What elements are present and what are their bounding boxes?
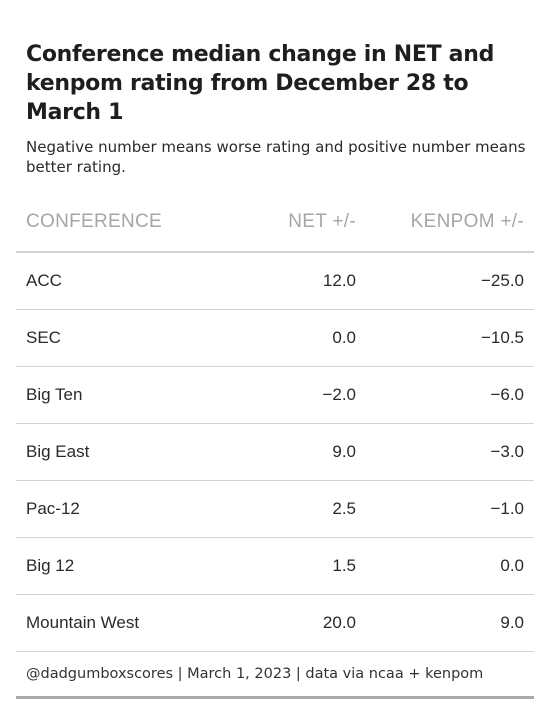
data-table: CONFERENCE NET +/- KENPOM +/- ACC 12.0 −… — [16, 193, 534, 652]
conference-cell: SEC — [16, 309, 227, 367]
net-cell: 20.0 — [227, 594, 356, 652]
kenpom-cell: 9.0 — [356, 594, 534, 652]
table-row: Big East 9.0 −3.0 — [16, 423, 534, 481]
kenpom-cell: −6.0 — [356, 366, 534, 424]
chart-subtitle: Negative number means worse rating and p… — [26, 138, 526, 176]
table-figure: Conference median change in NET and kenp… — [16, 40, 534, 699]
kenpom-cell: −1.0 — [356, 480, 534, 538]
net-cell: 2.5 — [227, 480, 356, 538]
conference-cell: Big 12 — [16, 537, 227, 595]
source-footer: @dadgumboxscores | March 1, 2023 | data … — [16, 652, 534, 699]
net-cell: −2.0 — [227, 366, 356, 424]
table-row: Big 12 1.5 0.0 — [16, 537, 534, 595]
net-cell: 9.0 — [227, 423, 356, 481]
kenpom-cell: 0.0 — [356, 537, 534, 595]
chart-title: Conference median change in NET and kenp… — [26, 42, 495, 125]
header-row: CONFERENCE NET +/- KENPOM +/- — [16, 193, 534, 253]
net-cell: 0.0 — [227, 309, 356, 367]
table-row: ACC 12.0 −25.0 — [16, 252, 534, 310]
kenpom-cell: −3.0 — [356, 423, 534, 481]
conference-cell: ACC — [16, 252, 227, 310]
kenpom-cell: −25.0 — [356, 252, 534, 310]
table-row: Big Ten −2.0 −6.0 — [16, 366, 534, 424]
kenpom-cell: −10.5 — [356, 309, 534, 367]
column-header-net: NET +/- — [227, 193, 356, 253]
column-header-conference: CONFERENCE — [16, 193, 227, 253]
table-row: Pac-12 2.5 −1.0 — [16, 480, 534, 538]
conference-cell: Pac-12 — [16, 480, 227, 538]
table-row: Mountain West 20.0 9.0 — [16, 594, 534, 652]
conference-cell: Big East — [16, 423, 227, 481]
column-header-kenpom: KENPOM +/- — [356, 193, 534, 253]
net-cell: 1.5 — [227, 537, 356, 595]
net-cell: 12.0 — [227, 252, 356, 310]
conference-cell: Mountain West — [16, 594, 227, 652]
conference-cell: Big Ten — [16, 366, 227, 424]
table-row: SEC 0.0 −10.5 — [16, 309, 534, 367]
